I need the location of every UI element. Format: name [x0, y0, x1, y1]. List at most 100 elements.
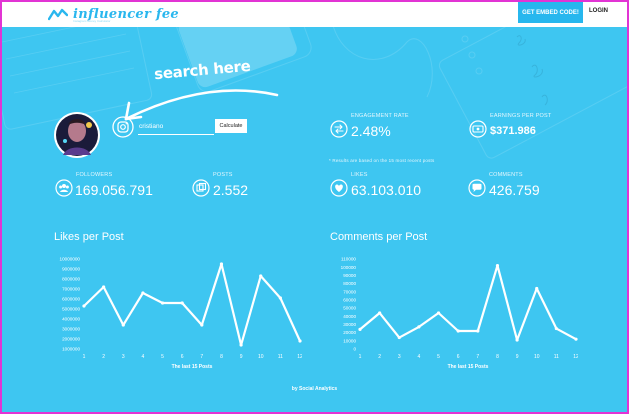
data-point: [278, 296, 282, 300]
data-point: [141, 291, 145, 295]
login-link[interactable]: LOGIN: [589, 8, 608, 14]
data-point: [495, 263, 500, 268]
x-axis-label: The last 15 Posts: [448, 364, 489, 370]
y-tick-label: 7000000: [62, 287, 80, 292]
x-tick-label: 12: [297, 354, 302, 360]
likes-value: 63.103.010: [351, 182, 422, 198]
y-tick-label: 40000: [343, 314, 356, 319]
y-tick-label: 60000: [343, 298, 356, 303]
footer-credit: by Social Analytics: [291, 386, 338, 392]
x-tick-label: 8: [496, 354, 499, 360]
x-tick-label: 11: [278, 354, 283, 360]
data-point: [574, 337, 578, 341]
data-point: [554, 326, 558, 331]
logo-text: influencer fee: [73, 6, 179, 22]
y-tick-label: 110000: [341, 257, 356, 262]
instagram-icon: [112, 116, 134, 138]
y-tick-label: 2000000: [62, 337, 80, 342]
y-tick-label: 50000: [343, 306, 356, 311]
likes-label: LIKES: [351, 172, 368, 178]
hero-section: search here Calculate: [2, 27, 627, 412]
x-tick-label: 3: [122, 354, 125, 360]
data-point: [200, 323, 204, 327]
likes-chart-title: Likes per Post: [54, 231, 124, 243]
earnings-per-post-value: $371.986: [490, 125, 536, 137]
x-tick-label: 7: [476, 354, 479, 360]
data-point: [180, 301, 184, 305]
data-point: [515, 338, 519, 342]
comments-chart-title: Comments per Post: [330, 231, 428, 243]
comments-icon: [468, 179, 486, 197]
y-tick-label: 4000000: [62, 317, 80, 322]
engagement-rate-value: 2.48%: [351, 123, 391, 139]
x-axis-label: The last 15 Posts: [172, 364, 213, 370]
engagement-rate-label: ENGAGEMENT RATE: [351, 113, 409, 119]
x-tick-label: 11: [554, 354, 559, 360]
x-tick-label: 12: [573, 354, 578, 360]
engagement-icon: [330, 120, 348, 138]
x-tick-label: 5: [161, 354, 164, 360]
data-point: [476, 329, 480, 333]
posts-icon: [192, 179, 210, 197]
x-tick-label: 5: [437, 354, 440, 360]
x-tick-label: 4: [142, 354, 145, 360]
calculate-button[interactable]: Calculate: [215, 119, 247, 133]
x-tick-label: 6: [181, 354, 184, 360]
y-tick-label: 3000000: [62, 327, 80, 332]
data-point: [397, 335, 401, 340]
followers-icon: [55, 179, 73, 197]
data-point: [436, 311, 441, 315]
data-point: [219, 262, 224, 266]
y-tick-label: 90000: [343, 273, 356, 278]
y-tick-label: 20000: [343, 330, 356, 335]
series-line: [82, 262, 302, 347]
data-point: [259, 274, 263, 278]
y-tick-label: 1000000: [62, 347, 80, 352]
x-tick-label: 10: [534, 354, 540, 360]
logo-icon: [48, 8, 68, 21]
y-tick-label: 8000000: [62, 277, 80, 282]
x-tick-label: 7: [200, 354, 203, 360]
y-tick-label: 5000000: [62, 307, 80, 312]
comments-value: 426.759: [489, 182, 540, 198]
y-tick-label: 6000000: [62, 297, 80, 302]
data-point: [102, 285, 106, 289]
followers-value: 169.056.791: [75, 182, 153, 198]
y-tick-label: 30000: [343, 322, 356, 327]
username-search-input[interactable]: [138, 118, 214, 135]
series-line: [358, 264, 578, 342]
y-tick-label: 10000000: [60, 257, 81, 262]
results-note: * Results are based on the 15 most recen…: [329, 158, 435, 163]
data-point: [82, 304, 86, 308]
likes-icon: [330, 179, 348, 197]
x-tick-label: 8: [220, 354, 223, 360]
data-point: [121, 323, 125, 327]
comments-per-post-chart: 0 10000 20000 30000 40000 50000 60000 70000 8000…: [341, 257, 578, 370]
x-tick-label: 1: [83, 354, 86, 360]
x-tick-label: 2: [102, 354, 105, 360]
posts-value: 2.552: [213, 182, 249, 198]
data-point: [160, 301, 165, 305]
x-tick-label: 9: [516, 354, 519, 360]
data-point: [378, 311, 382, 315]
y-tick-label: 70000: [343, 289, 356, 294]
comments-label: COMMENTS: [489, 172, 523, 178]
get-embed-code-button[interactable]: GET EMBED CODE!: [518, 2, 583, 23]
x-tick-label: 3: [398, 354, 401, 360]
x-tick-label: 2: [378, 354, 381, 360]
x-tick-label: 4: [418, 354, 421, 360]
followers-label: FOLLOWERS: [76, 172, 113, 178]
likes-per-post-chart: 1000000 2000000 3000000 4000000 5000000 60000…: [60, 257, 302, 370]
logo[interactable]: influencer fee Instagram Money Calculato…: [48, 5, 179, 23]
x-tick-label: 6: [457, 354, 460, 360]
earnings-icon: [469, 120, 487, 138]
y-tick-label: 9000000: [62, 267, 80, 272]
x-tick-label: 9: [240, 354, 243, 360]
y-tick-label: 100000: [341, 265, 357, 270]
logo-tagline: Instagram Money Calculator: [73, 19, 111, 23]
data-point: [239, 343, 243, 347]
data-point: [358, 327, 362, 331]
earnings-per-post-label: EARNINGS PER POST: [490, 113, 552, 119]
avatar: [54, 112, 100, 158]
